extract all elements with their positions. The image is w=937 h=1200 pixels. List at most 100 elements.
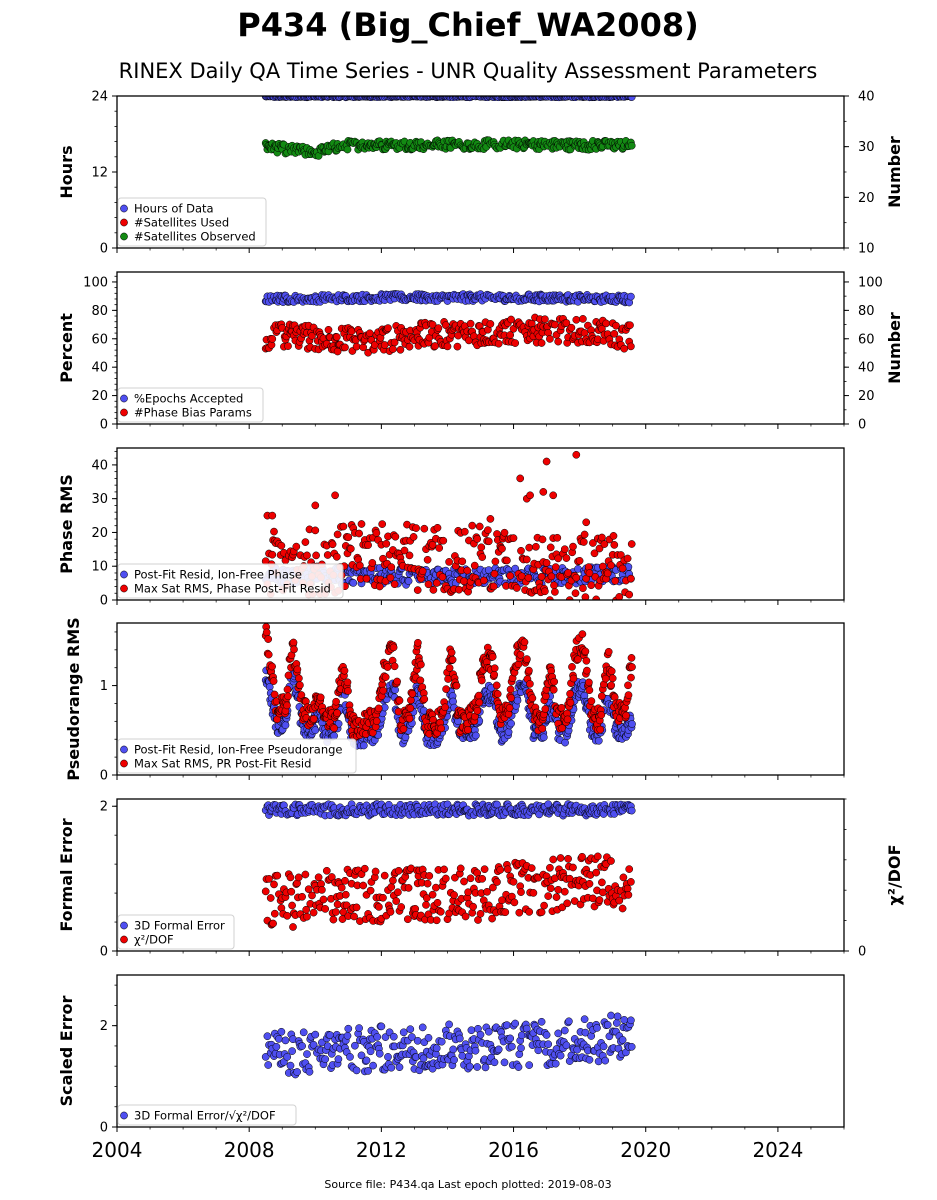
data-point: [593, 1024, 601, 1032]
data-point: [585, 678, 593, 687]
data-point: [575, 556, 584, 565]
data-point: [574, 655, 582, 664]
data-point: [359, 881, 368, 890]
data-point: [334, 1055, 343, 1063]
data-point: [517, 1031, 526, 1040]
data-point: [503, 1021, 511, 1029]
data-point: [318, 886, 326, 894]
data-point: [607, 667, 616, 676]
data-point: [450, 891, 458, 899]
data-point: [474, 691, 483, 700]
data-point: [554, 885, 563, 894]
data-point: [268, 550, 277, 559]
legend-box: [117, 1104, 297, 1126]
data-point: [464, 888, 472, 897]
y2-tick-label: 20: [858, 191, 875, 206]
data-point: [321, 905, 330, 913]
data-point: [327, 873, 336, 881]
legend-marker: [120, 759, 128, 768]
data-point: [572, 450, 581, 459]
data-point: [286, 873, 295, 882]
data-point: [350, 912, 358, 921]
series-3-points: [263, 450, 591, 527]
data-point: [553, 533, 562, 542]
data-point: [542, 1031, 551, 1039]
data-point: [399, 1028, 408, 1037]
data-point: [537, 339, 546, 347]
data-point: [627, 342, 635, 351]
data-point: [309, 1040, 318, 1049]
data-point: [371, 867, 380, 876]
data-point: [578, 852, 586, 861]
data-point: [386, 573, 395, 582]
data-point: [541, 587, 549, 596]
data-point: [490, 1058, 499, 1067]
data-point: [422, 894, 431, 902]
data-point: [466, 874, 475, 883]
data-point: [557, 703, 566, 712]
data-point: [264, 635, 273, 643]
data-point: [369, 1061, 377, 1070]
data-point: [537, 1017, 546, 1026]
data-point: [566, 689, 574, 698]
y2-tick-label: 40: [858, 90, 875, 105]
data-point: [593, 852, 602, 861]
data-point: [287, 887, 296, 896]
data-point: [341, 343, 349, 352]
data-point: [627, 1016, 635, 1025]
data-point: [364, 1067, 372, 1075]
data-point: [563, 899, 572, 908]
y2-tick-label: 0: [858, 945, 866, 960]
data-point: [452, 681, 461, 690]
data-point: [512, 584, 521, 592]
y-tick-label: 2: [100, 1019, 108, 1034]
data-point: [394, 888, 402, 897]
data-point: [539, 733, 548, 742]
data-point: [456, 864, 465, 873]
data-point: [417, 660, 425, 669]
legend-label: Max Sat RMS, PR Post-Fit Resid: [134, 757, 311, 771]
data-point: [544, 892, 553, 900]
data-point: [341, 876, 349, 885]
data-point: [461, 912, 470, 921]
data-point: [463, 566, 472, 575]
data-point: [488, 652, 497, 661]
data-point: [538, 535, 547, 544]
data-point: [343, 678, 352, 687]
data-point: [332, 333, 341, 341]
data-point: [375, 903, 383, 911]
data-point: [564, 569, 572, 577]
data-point: [506, 685, 515, 694]
data-point: [428, 320, 437, 329]
data-point: [618, 904, 627, 913]
data-point: [438, 573, 447, 581]
data-point: [270, 880, 278, 889]
data-point: [580, 329, 589, 337]
data-point: [517, 1044, 525, 1052]
data-point: [270, 909, 279, 918]
data-point: [571, 589, 580, 598]
data-point: [549, 855, 558, 864]
legend: Hours of Data#Satellites Used#Satellites…: [117, 197, 267, 247]
data-point: [379, 893, 387, 902]
data-point: [264, 1061, 273, 1069]
data-point: [328, 540, 337, 549]
data-point: [420, 524, 429, 533]
data-point: [541, 315, 549, 324]
data-point: [403, 915, 412, 924]
data-point: [551, 563, 560, 571]
data-point: [422, 901, 430, 909]
data-point: [380, 871, 389, 880]
data-point: [581, 647, 590, 656]
data-point: [434, 324, 443, 332]
data-point: [507, 719, 515, 728]
data-point: [601, 1056, 610, 1065]
data-point: [565, 596, 574, 600]
data-point: [560, 1026, 569, 1035]
data-point: [405, 342, 414, 351]
data-point: [466, 319, 475, 328]
data-point: [455, 1034, 464, 1043]
data-point: [359, 741, 368, 750]
x-tick-label: 2004: [92, 1138, 143, 1162]
data-point: [433, 898, 442, 907]
